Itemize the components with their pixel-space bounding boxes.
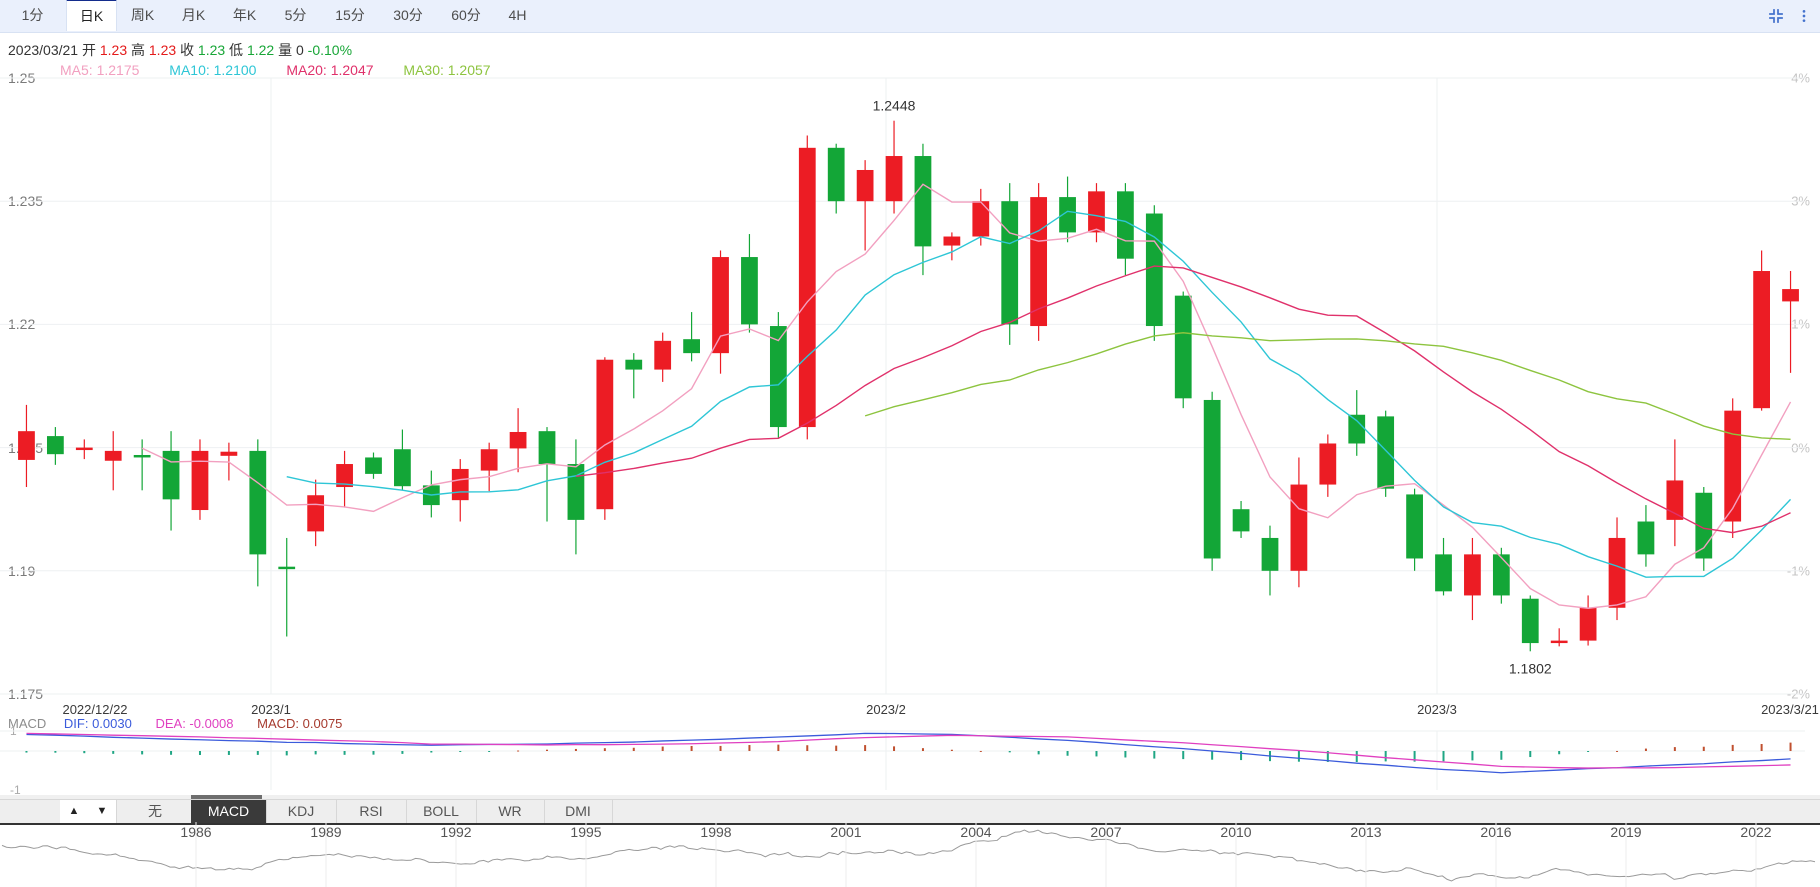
svg-text:1.1802: 1.1802: [1509, 660, 1552, 676]
svg-text:1.2448: 1.2448: [873, 98, 916, 114]
